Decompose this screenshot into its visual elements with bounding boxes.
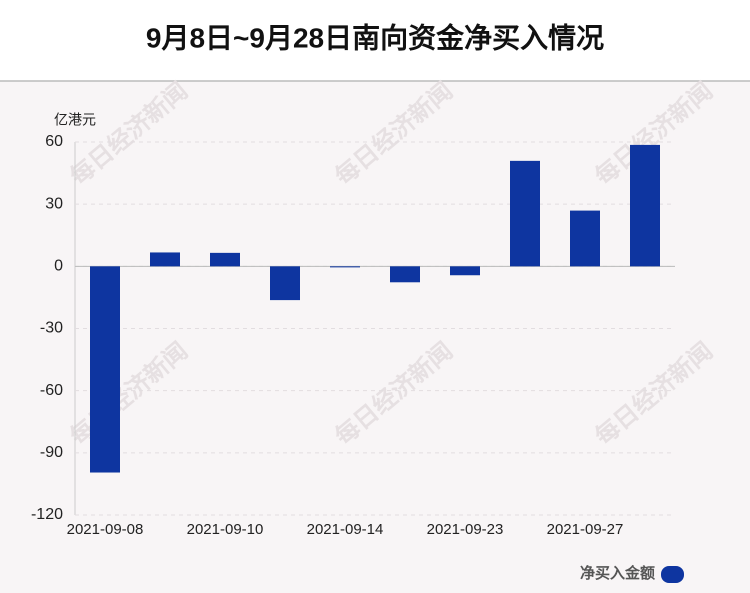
legend-label: 净买入金额 [580, 564, 655, 582]
bar [150, 252, 180, 267]
y-tick-label: -120 [31, 506, 63, 523]
watermark: 每日经济新闻 [65, 337, 193, 451]
y-tick-label: 60 [45, 133, 63, 150]
y-tick-label: 30 [45, 195, 63, 212]
bar [390, 266, 420, 283]
y-axis-unit: 亿港元 [54, 112, 96, 128]
x-tick-label: 2021-09-10 [187, 521, 264, 538]
bar [270, 266, 300, 301]
bar [210, 252, 240, 267]
bar [630, 144, 660, 267]
y-tick-label: -60 [40, 382, 63, 399]
watermark: 每日经济新闻 [65, 77, 193, 191]
bar [570, 210, 600, 267]
watermark: 每日经济新闻 [330, 77, 458, 191]
bar [330, 266, 360, 268]
watermark: 每日经济新闻 [330, 337, 458, 451]
watermark: 每日经济新闻 [590, 337, 718, 451]
x-tick-label: 2021-09-23 [427, 521, 504, 538]
y-tick-label: -30 [40, 320, 63, 337]
legend-swatch [661, 566, 684, 583]
y-tick-label: 0 [54, 258, 63, 275]
bar [90, 266, 120, 473]
x-tick-label: 2021-09-14 [307, 521, 384, 538]
bar [510, 160, 540, 267]
x-tick-label: 2021-09-27 [547, 521, 624, 538]
x-tick-label: 2021-09-08 [67, 521, 144, 538]
bar [450, 266, 480, 276]
chart-title: 9月8日~9月28日南向资金净买入情况 [146, 21, 604, 53]
title-band [0, 0, 750, 81]
y-tick-label: -90 [40, 444, 63, 461]
